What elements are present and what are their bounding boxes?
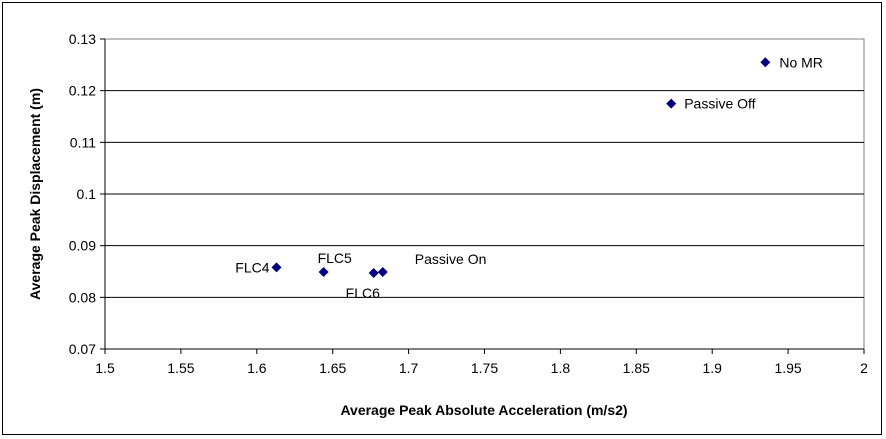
data-points — [271, 57, 771, 279]
data-point-marker — [666, 98, 677, 109]
y-tick-label: 0.1 — [77, 186, 97, 202]
x-tick-label: 1.9 — [702, 360, 722, 376]
x-axis-title: Average Peak Absolute Acceleration (m/s2… — [340, 402, 627, 418]
x-tick-label: 1.6 — [247, 360, 267, 376]
data-point-label: FLC4 — [235, 259, 269, 275]
x-tick-label: 1.95 — [774, 360, 801, 376]
data-point-label: FLC5 — [318, 250, 352, 266]
x-tick-label: 2 — [860, 360, 868, 376]
x-tick-label: 1.5 — [95, 360, 115, 376]
data-point-label: Passive On — [415, 251, 487, 267]
data-point-label: Passive Off — [684, 96, 755, 112]
y-axis-title: Average Peak Displacement (m) — [27, 88, 43, 300]
x-tick-label: 1.75 — [471, 360, 498, 376]
y-axis-ticks: 0.07 0.08 0.09 0.1 0.11 0.12 0.13 — [69, 31, 106, 357]
data-point-marker — [318, 267, 329, 278]
data-labels: No MR Passive Off FLC4 FLC5 FLC6 Passive On — [235, 54, 823, 301]
y-tick-label: 0.07 — [69, 341, 96, 357]
y-tick-label: 0.09 — [69, 238, 96, 254]
x-tick-label: 1.55 — [167, 360, 194, 376]
x-tick-label: 1.85 — [623, 360, 650, 376]
x-axis-ticks: 1.5 1.55 1.6 1.65 1.7 1.75 1.8 1.85 1.9 1.95 2 — [95, 348, 868, 376]
gridlines — [105, 90, 864, 298]
y-tick-label: 0.11 — [70, 134, 96, 150]
data-point-marker — [271, 262, 282, 273]
x-tick-label: 1.8 — [551, 360, 571, 376]
data-point-label: FLC6 — [346, 285, 380, 301]
data-point-marker — [368, 268, 379, 279]
data-point-marker — [760, 57, 771, 68]
x-tick-label: 1.7 — [399, 360, 419, 376]
y-tick-label: 0.12 — [69, 83, 96, 99]
y-tick-label: 0.13 — [69, 31, 96, 47]
x-tick-label: 1.65 — [319, 360, 346, 376]
y-tick-label: 0.08 — [69, 289, 96, 305]
data-point-marker — [377, 267, 388, 278]
data-point-label: No MR — [779, 54, 823, 70]
